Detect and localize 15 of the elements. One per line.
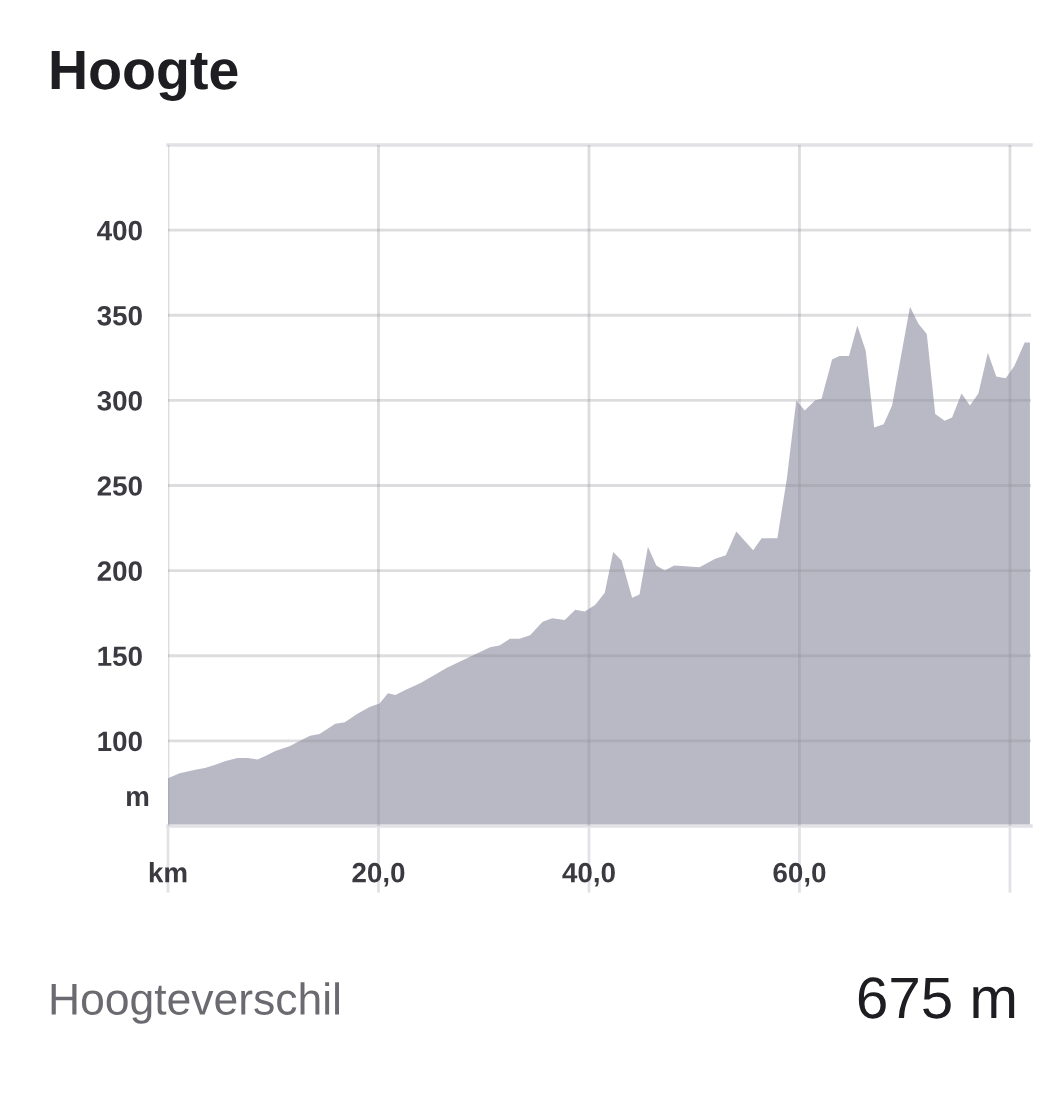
x-tick-label: 40,0 [562, 862, 615, 887]
y-tick-label: 250 [97, 476, 142, 496]
y-tick-label: 350 [97, 305, 142, 326]
x-tick-label: 20,0 [352, 862, 405, 887]
y-tick-label: 300 [97, 391, 142, 411]
x-tick-label: 60,0 [773, 862, 826, 887]
y-tick-label: 400 [97, 220, 142, 241]
y-axis-title: m [127, 790, 149, 806]
chart-title: Hoogte [51, 50, 238, 101]
text: Hoogteverschil [51, 982, 339, 1024]
y-tick-label: 100 [98, 731, 142, 752]
x-tick-label: km [149, 862, 187, 883]
y-tick-label: 150 [98, 646, 142, 667]
text: 675 m [858, 977, 1015, 1019]
y-tick-label: 200 [97, 561, 142, 581]
